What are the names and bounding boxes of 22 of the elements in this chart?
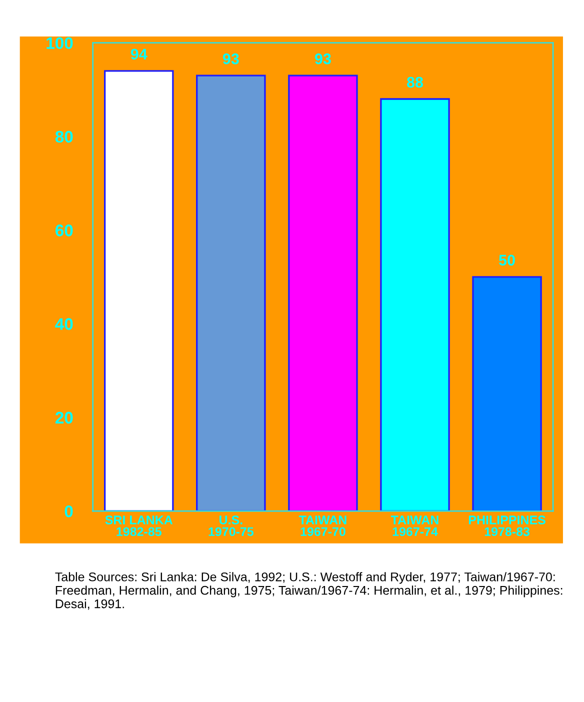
bar <box>380 98 450 512</box>
data-label: 93 <box>314 53 331 64</box>
x-tick-label: U.S. 1970-75 <box>208 516 254 536</box>
y-tick-label: 20 <box>55 412 73 424</box>
bar <box>104 70 174 512</box>
x-tick-label: TAIWAN 1967-70 <box>298 516 346 536</box>
data-label: 93 <box>222 53 239 64</box>
text: Table Sources: Sri Lanka: De Silva, 1992; U.S.: Westoff and Ryder, 1977; Taiwan/1967-70: Freedman, Hermalin, and Chang, 1975; Taiwan/1967-74: Hermalin, et al., 1979; Philippines: Desai, 1991. <box>55 572 562 610</box>
y-tick-label: 0 <box>64 505 73 518</box>
bar <box>288 74 358 512</box>
x-tick-label: SRI LANKA 1982-85 <box>105 516 173 536</box>
data-label: 88 <box>406 76 424 88</box>
x-tick-label: TAIWAN 1967-74 <box>390 516 438 536</box>
bar <box>472 276 542 512</box>
y-tick-label: 40 <box>55 318 73 330</box>
y-tick-label: 60 <box>55 224 73 236</box>
data-label: 94 <box>130 48 148 60</box>
bar <box>196 74 266 512</box>
y-tick-label: 80 <box>55 130 73 143</box>
data-label: 50 <box>499 254 515 266</box>
x-tick-label: PHILIPPINES 1978-83 <box>468 516 546 536</box>
y-tick-label: 100 <box>46 37 73 50</box>
